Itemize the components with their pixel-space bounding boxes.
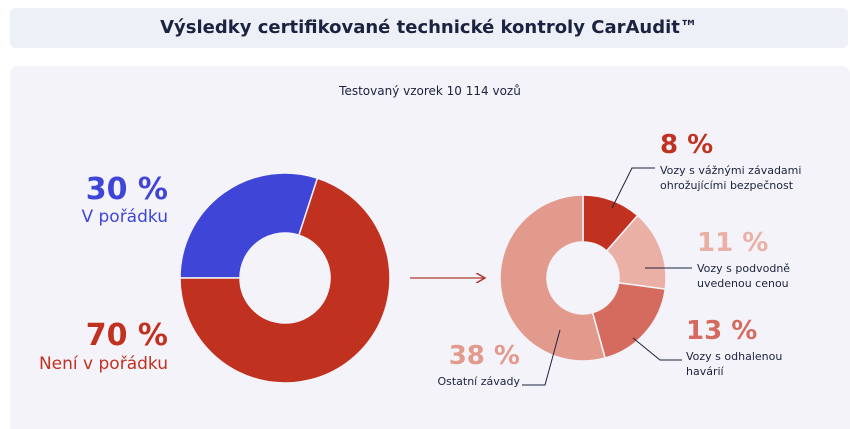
percent-label: 38 % — [448, 341, 520, 371]
category-label: V pořádku — [81, 207, 168, 227]
leader-line — [632, 337, 682, 361]
donut-segment — [179, 177, 391, 384]
donut-segment — [179, 172, 319, 279]
donut-segment — [499, 194, 607, 362]
category-label: Vozy s podvodně uvedenou cenou — [697, 262, 791, 290]
category-label: Není v pořádku — [38, 354, 168, 374]
category-label: Vozy s odhalenou havárií — [686, 350, 783, 378]
title-bar — [10, 8, 848, 48]
percent-label: 30 % — [85, 172, 168, 207]
percent-label: 11 % — [697, 228, 769, 258]
category-label: Ostatní závady — [437, 375, 520, 388]
leader-line — [522, 329, 561, 386]
title: Výsledky certifikované technické kontrol… — [160, 17, 698, 38]
panel — [10, 66, 850, 429]
subtitle: Testovaný vzorek 10 114 vozů — [339, 84, 521, 98]
percent-label: 13 % — [686, 316, 758, 346]
leader-line — [611, 167, 655, 209]
percent-label: 8 % — [660, 130, 714, 160]
donut-segment — [591, 281, 667, 359]
category-label: Vozy s vážnými závadami ohrožujícími bez… — [660, 164, 802, 192]
percent-label: 70 % — [85, 318, 168, 353]
